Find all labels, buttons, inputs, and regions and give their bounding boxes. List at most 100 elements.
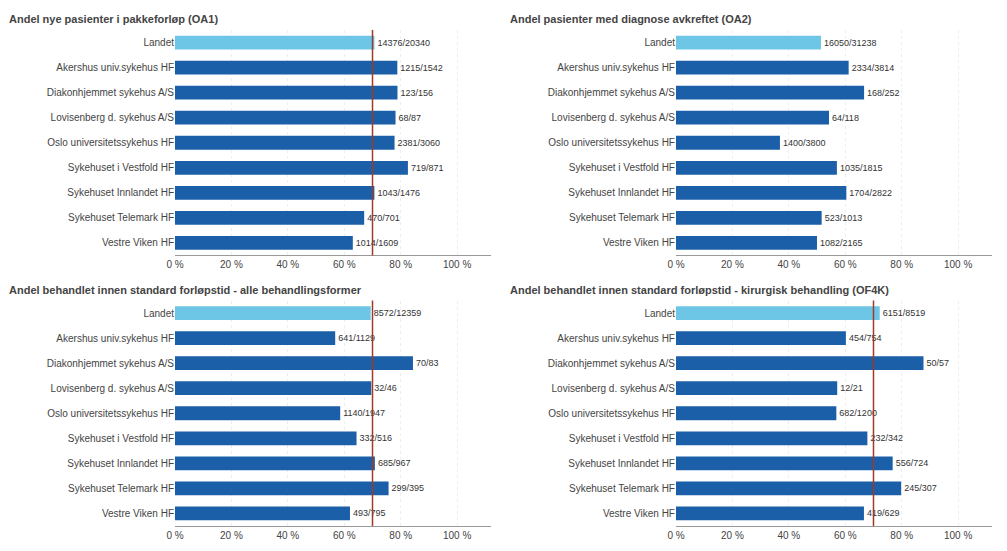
svg-text:Sykehuset Innlandet HF: Sykehuset Innlandet HF <box>67 187 174 198</box>
svg-text:Akershus univ.sykehus HF: Akershus univ.sykehus HF <box>56 333 174 344</box>
svg-text:Akershus univ.sykehus HF: Akershus univ.sykehus HF <box>56 62 174 73</box>
svg-text:Vestre Viken HF: Vestre Viken HF <box>603 237 675 248</box>
svg-text:32/46: 32/46 <box>374 383 397 393</box>
svg-text:Diakonhjemmet sykehus A/S: Diakonhjemmet sykehus A/S <box>47 358 175 369</box>
svg-text:20 %: 20 % <box>721 530 744 541</box>
svg-text:Landet: Landet <box>143 308 174 319</box>
svg-text:Lovisenberg d. sykehus A/S: Lovisenberg d. sykehus A/S <box>552 112 676 123</box>
svg-text:60 %: 60 % <box>834 259 857 270</box>
svg-text:40 %: 40 % <box>777 530 800 541</box>
svg-text:80 %: 80 % <box>890 530 913 541</box>
svg-text:Andel behandlet innen standard: Andel behandlet innen standard forløpsti… <box>9 284 362 296</box>
svg-text:14376/20340: 14376/20340 <box>377 38 430 48</box>
svg-text:100 %: 100 % <box>944 259 972 270</box>
svg-text:Lovisenberg d. sykehus A/S: Lovisenberg d. sykehus A/S <box>51 112 175 123</box>
svg-text:0 %: 0 % <box>667 530 684 541</box>
svg-text:100 %: 100 % <box>443 259 471 270</box>
svg-text:60 %: 60 % <box>834 530 857 541</box>
svg-text:Sykehuset i Vestfold HF: Sykehuset i Vestfold HF <box>569 433 675 444</box>
svg-text:1400/3800: 1400/3800 <box>783 138 826 148</box>
svg-text:2381/3060: 2381/3060 <box>398 138 441 148</box>
svg-text:100 %: 100 % <box>944 530 972 541</box>
svg-text:Sykehuset Innlandet HF: Sykehuset Innlandet HF <box>568 187 675 198</box>
svg-text:Oslo universitetssykehus HF: Oslo universitetssykehus HF <box>47 408 174 419</box>
svg-text:Landet: Landet <box>644 308 675 319</box>
svg-text:Andel behandlet innen standard: Andel behandlet innen standard forløpsti… <box>510 284 889 296</box>
svg-text:Sykehuset Telemark HF: Sykehuset Telemark HF <box>68 483 174 494</box>
svg-text:Sykehuset i Vestfold HF: Sykehuset i Vestfold HF <box>68 162 174 173</box>
svg-text:64/118: 64/118 <box>832 113 859 123</box>
svg-text:20 %: 20 % <box>220 259 243 270</box>
svg-text:1215/1542: 1215/1542 <box>400 63 443 73</box>
svg-text:Diakonhjemmet sykehus A/S: Diakonhjemmet sykehus A/S <box>548 358 676 369</box>
svg-text:50/57: 50/57 <box>926 358 949 368</box>
svg-text:Diakonhjemmet sykehus A/S: Diakonhjemmet sykehus A/S <box>47 87 175 98</box>
svg-text:Landet: Landet <box>143 37 174 48</box>
svg-text:16050/31238: 16050/31238 <box>824 38 877 48</box>
svg-text:Sykehuset i Vestfold HF: Sykehuset i Vestfold HF <box>68 433 174 444</box>
svg-text:0 %: 0 % <box>166 259 183 270</box>
svg-text:Sykehuset Telemark HF: Sykehuset Telemark HF <box>569 212 675 223</box>
svg-text:470/701: 470/701 <box>367 213 400 223</box>
svg-text:8572/12359: 8572/12359 <box>374 308 422 318</box>
svg-text:Andel pasienter med diagnose a: Andel pasienter med diagnose avkreftet (… <box>510 13 752 25</box>
svg-text:719/871: 719/871 <box>411 163 444 173</box>
svg-text:523/1013: 523/1013 <box>825 213 863 223</box>
svg-text:685/967: 685/967 <box>378 458 411 468</box>
svg-text:Landet: Landet <box>644 37 675 48</box>
svg-text:682/1200: 682/1200 <box>839 408 877 418</box>
svg-text:68/87: 68/87 <box>399 113 422 123</box>
svg-text:419/629: 419/629 <box>867 508 900 518</box>
svg-text:40 %: 40 % <box>777 259 800 270</box>
svg-text:1704/2822: 1704/2822 <box>849 188 892 198</box>
svg-text:6151/8519: 6151/8519 <box>883 308 926 318</box>
svg-text:556/724: 556/724 <box>896 458 929 468</box>
svg-text:Lovisenberg d. sykehus A/S: Lovisenberg d. sykehus A/S <box>51 383 175 394</box>
svg-text:Sykehuset i Vestfold HF: Sykehuset i Vestfold HF <box>569 162 675 173</box>
svg-text:168/252: 168/252 <box>867 88 900 98</box>
svg-text:Sykehuset Innlandet HF: Sykehuset Innlandet HF <box>67 458 174 469</box>
svg-text:Andel nye pasienter i pakkefor: Andel nye pasienter i pakkeforløp (OA1) <box>9 13 218 25</box>
svg-text:Oslo universitetssykehus HF: Oslo universitetssykehus HF <box>548 137 675 148</box>
svg-text:40 %: 40 % <box>276 530 299 541</box>
svg-text:80 %: 80 % <box>389 530 412 541</box>
svg-text:Sykehuset Telemark HF: Sykehuset Telemark HF <box>569 483 675 494</box>
svg-text:100 %: 100 % <box>443 530 471 541</box>
svg-text:Akershus univ.sykehus HF: Akershus univ.sykehus HF <box>557 62 675 73</box>
svg-text:Vestre Viken HF: Vestre Viken HF <box>603 508 675 519</box>
svg-text:332/516: 332/516 <box>360 433 393 443</box>
svg-text:0 %: 0 % <box>166 530 183 541</box>
svg-text:Diakonhjemmet sykehus A/S: Diakonhjemmet sykehus A/S <box>548 87 676 98</box>
svg-text:Vestre Viken HF: Vestre Viken HF <box>102 508 174 519</box>
svg-text:2334/3814: 2334/3814 <box>852 63 895 73</box>
svg-text:Akershus univ.sykehus HF: Akershus univ.sykehus HF <box>557 333 675 344</box>
svg-text:641/1129: 641/1129 <box>338 333 375 343</box>
svg-text:Sykehuset Telemark HF: Sykehuset Telemark HF <box>68 212 174 223</box>
svg-text:299/395: 299/395 <box>392 483 425 493</box>
svg-text:Oslo universitetssykehus HF: Oslo universitetssykehus HF <box>47 137 174 148</box>
svg-text:20 %: 20 % <box>220 530 243 541</box>
svg-text:1014/1609: 1014/1609 <box>356 238 399 248</box>
svg-text:Lovisenberg d. sykehus A/S: Lovisenberg d. sykehus A/S <box>552 383 676 394</box>
svg-text:1082/2165: 1082/2165 <box>820 238 863 248</box>
svg-text:123/156: 123/156 <box>400 88 433 98</box>
svg-text:12/21: 12/21 <box>840 383 863 393</box>
svg-text:245/307: 245/307 <box>904 483 937 493</box>
svg-text:40 %: 40 % <box>276 259 299 270</box>
svg-text:80 %: 80 % <box>890 259 913 270</box>
svg-text:1035/1815: 1035/1815 <box>840 163 883 173</box>
svg-text:Sykehuset Innlandet HF: Sykehuset Innlandet HF <box>568 458 675 469</box>
svg-text:70/83: 70/83 <box>416 358 439 368</box>
svg-text:1043/1476: 1043/1476 <box>377 188 420 198</box>
svg-text:493/795: 493/795 <box>353 508 386 518</box>
svg-text:80 %: 80 % <box>389 259 412 270</box>
svg-text:20 %: 20 % <box>721 259 744 270</box>
svg-text:60 %: 60 % <box>333 259 356 270</box>
svg-text:Vestre Viken HF: Vestre Viken HF <box>102 237 174 248</box>
svg-text:Oslo universitetssykehus HF: Oslo universitetssykehus HF <box>548 408 675 419</box>
svg-text:60 %: 60 % <box>333 530 356 541</box>
svg-text:232/342: 232/342 <box>870 433 903 443</box>
svg-text:454/754: 454/754 <box>849 333 882 343</box>
svg-text:1140/1947: 1140/1947 <box>343 408 385 418</box>
svg-text:0 %: 0 % <box>667 259 684 270</box>
